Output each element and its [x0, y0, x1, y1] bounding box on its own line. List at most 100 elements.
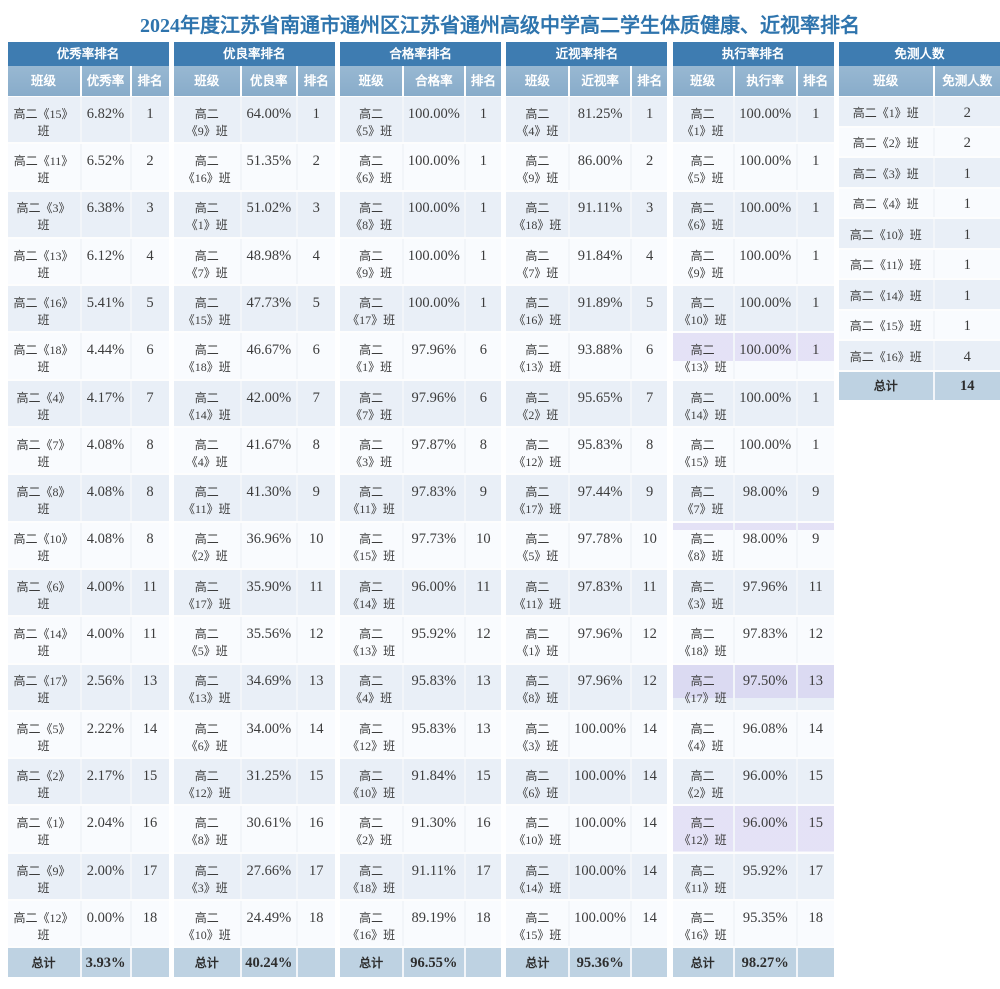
table-row: 高二 《14》班 96.00% 11: [340, 569, 502, 618]
class-cell: 高二 《11》班: [673, 853, 735, 900]
class-cell: 高二《3》班: [839, 158, 935, 187]
class-cell: 高二 《9》班: [506, 144, 571, 190]
total-label-cell: 总计: [8, 948, 82, 977]
rank-cell: 8: [646, 436, 654, 453]
rank-cell: 8: [146, 531, 154, 548]
good-rate-ranking-title: 优良率排名: [173, 42, 335, 66]
class-cell: 高二 《12》班: [506, 428, 571, 474]
table-row: 高二 《14》班 100.00% 14: [506, 853, 668, 902]
value-cell: 6.82%: [82, 97, 132, 143]
table-row: 高二《12》 班 0.00% 18: [7, 901, 169, 949]
rank-cell: [798, 948, 834, 977]
value-cell: 2.04%: [82, 806, 132, 852]
rank-cell: 6: [479, 342, 487, 359]
value-cell: 91.30%: [404, 806, 466, 852]
rank-cell: 13: [808, 673, 823, 690]
execution-rate-ranking-table: 执行率排名 班级 执行率 排名 高二 《1》班 100.00% 1 高二 《5》班 100.00…: [672, 42, 834, 977]
table-row: 高二 《1》班 97.96% 6: [340, 333, 502, 381]
value-cell: 4.44%: [82, 333, 132, 379]
class-cell: 高二 《8》班: [506, 664, 571, 710]
class-cell: 高二 《4》班: [174, 428, 242, 474]
table-row: 高二 《13》班 95.92% 12: [340, 617, 502, 665]
pass-rate-ranking-table: 合格率排名 班级 合格率 排名 高二 《5》班 100.00% 1 高二 《6》班 100.00…: [340, 42, 502, 977]
rank-cell: 8: [146, 436, 154, 453]
total-label-cell: 总计: [174, 948, 242, 977]
class-cell: 高二《1》班: [839, 97, 935, 126]
class-cell: 高二 《17》班: [174, 569, 242, 616]
class-cell: 高二 《7》班: [506, 238, 571, 285]
value-cell: 98.00%: [735, 475, 798, 521]
rank-cell: 11: [143, 578, 157, 595]
column-header: 排名: [137, 74, 163, 88]
table-row: 高二 《12》班 31.25% 15: [173, 759, 335, 807]
table-row: 高二 《15》班 100.00% 14: [506, 901, 668, 949]
column-header: 排名: [470, 74, 496, 88]
rank-cell: 12: [309, 626, 324, 643]
rank-cell: 9: [646, 484, 654, 501]
table-row: 高二《2》班 2: [839, 127, 1000, 158]
table-row: 高二《2》 班 2.17% 15: [7, 759, 169, 807]
value-cell: 95.83%: [404, 711, 466, 758]
class-cell: 高二《2》 班: [8, 759, 82, 805]
table-row: 高二 《8》班 100.00% 1: [340, 191, 502, 239]
exempt-count-table: 免测人数 班级 免测人数 高二《1》班 2 高二《2》班 2 高二《3》班 1 高二《4》班 1 高二…: [839, 42, 1000, 401]
column-header: 班级: [8, 66, 82, 96]
class-cell: 高二 《14》班: [506, 853, 571, 900]
class-cell: 高二 《3》班: [340, 428, 405, 474]
rank-cell: 9: [812, 531, 820, 548]
table-row: 高二 《8》班 30.61% 16: [173, 806, 335, 854]
rank-cell: 12: [642, 673, 657, 690]
rank-cell: 6: [646, 342, 654, 359]
class-cell: 高二《1》 班: [8, 806, 82, 852]
table-row: 高二 《5》班 97.78% 10: [506, 522, 668, 570]
table-row: 高二 《7》班 98.00% 9: [672, 475, 834, 523]
table-row: 高二《9》 班 2.00% 17: [7, 853, 169, 902]
value-cell: 98.27%: [735, 948, 798, 977]
table-row: 高二《16》 班 5.41% 5: [7, 286, 169, 334]
table-row: 高二《11》班 1: [839, 249, 1000, 280]
rank-cell: 1: [812, 105, 820, 122]
value-cell: 34.69%: [242, 664, 298, 710]
class-cell: 高二 《16》班: [340, 901, 405, 947]
value-cell: 100.00%: [735, 238, 798, 285]
table-row: 高二《14》班 1: [839, 280, 1000, 311]
column-header: 免测人数: [942, 74, 993, 88]
value-cell: 2.56%: [82, 664, 132, 710]
value-cell: 2: [963, 135, 971, 152]
table-row: 高二 《3》班 27.66% 17: [173, 853, 335, 902]
table-row: 高二《10》 班 4.08% 8: [7, 522, 169, 570]
rank-cell: 17: [476, 862, 491, 879]
value-cell: 0.00%: [82, 901, 132, 947]
value-cell: 6.52%: [82, 144, 132, 190]
class-cell: 高二《15》 班: [8, 97, 82, 143]
table-row: 高二 《2》班 95.65% 7: [506, 380, 668, 429]
table-row: 高二 《6》班 100.00% 1: [340, 144, 502, 192]
class-cell: 高二 《15》班: [340, 522, 405, 568]
rank-cell: 9: [312, 484, 320, 501]
table-row: 高二 《1》班 51.02% 3: [173, 191, 335, 239]
table-row: 高二《16》班 4: [839, 341, 1000, 372]
table-row: 高二 《1》班 100.00% 1: [672, 97, 834, 145]
value-cell: 1: [963, 257, 971, 274]
total-label-cell: 总计: [673, 948, 735, 977]
rank-cell: 12: [642, 626, 657, 643]
table-row: 高二 《18》班 46.67% 6: [173, 333, 335, 381]
rank-cell: 14: [142, 720, 158, 737]
rank-cell: 16: [142, 815, 158, 832]
class-cell: 高二《11》 班: [8, 144, 82, 190]
table-row: 高二 《9》班 100.00% 1: [672, 238, 834, 287]
good-rate-ranking-table: 优良率排名 班级 优良率 排名 高二 《9》班 64.00% 1 高二 《16》班 51.35%…: [173, 42, 335, 977]
class-cell: 高二 《12》班: [174, 759, 242, 805]
value-cell: 27.66%: [242, 853, 298, 900]
value-cell: 51.35%: [242, 144, 298, 190]
value-cell: 46.67%: [242, 333, 298, 379]
table-row: 高二《11》 班 6.52% 2: [7, 144, 169, 192]
value-cell: 35.90%: [242, 569, 298, 616]
rank-cell: 15: [476, 767, 491, 784]
table-row: 高二 《6》班 34.00% 14: [173, 711, 335, 760]
class-cell: 高二 《16》班: [673, 901, 735, 947]
column-header-row: 班级 合格率 排名: [340, 66, 502, 97]
class-cell: 高二 《11》班: [174, 475, 242, 521]
column-header: 排名: [303, 74, 329, 88]
table-row: 高二《1》 班 2.04% 16: [7, 806, 169, 854]
